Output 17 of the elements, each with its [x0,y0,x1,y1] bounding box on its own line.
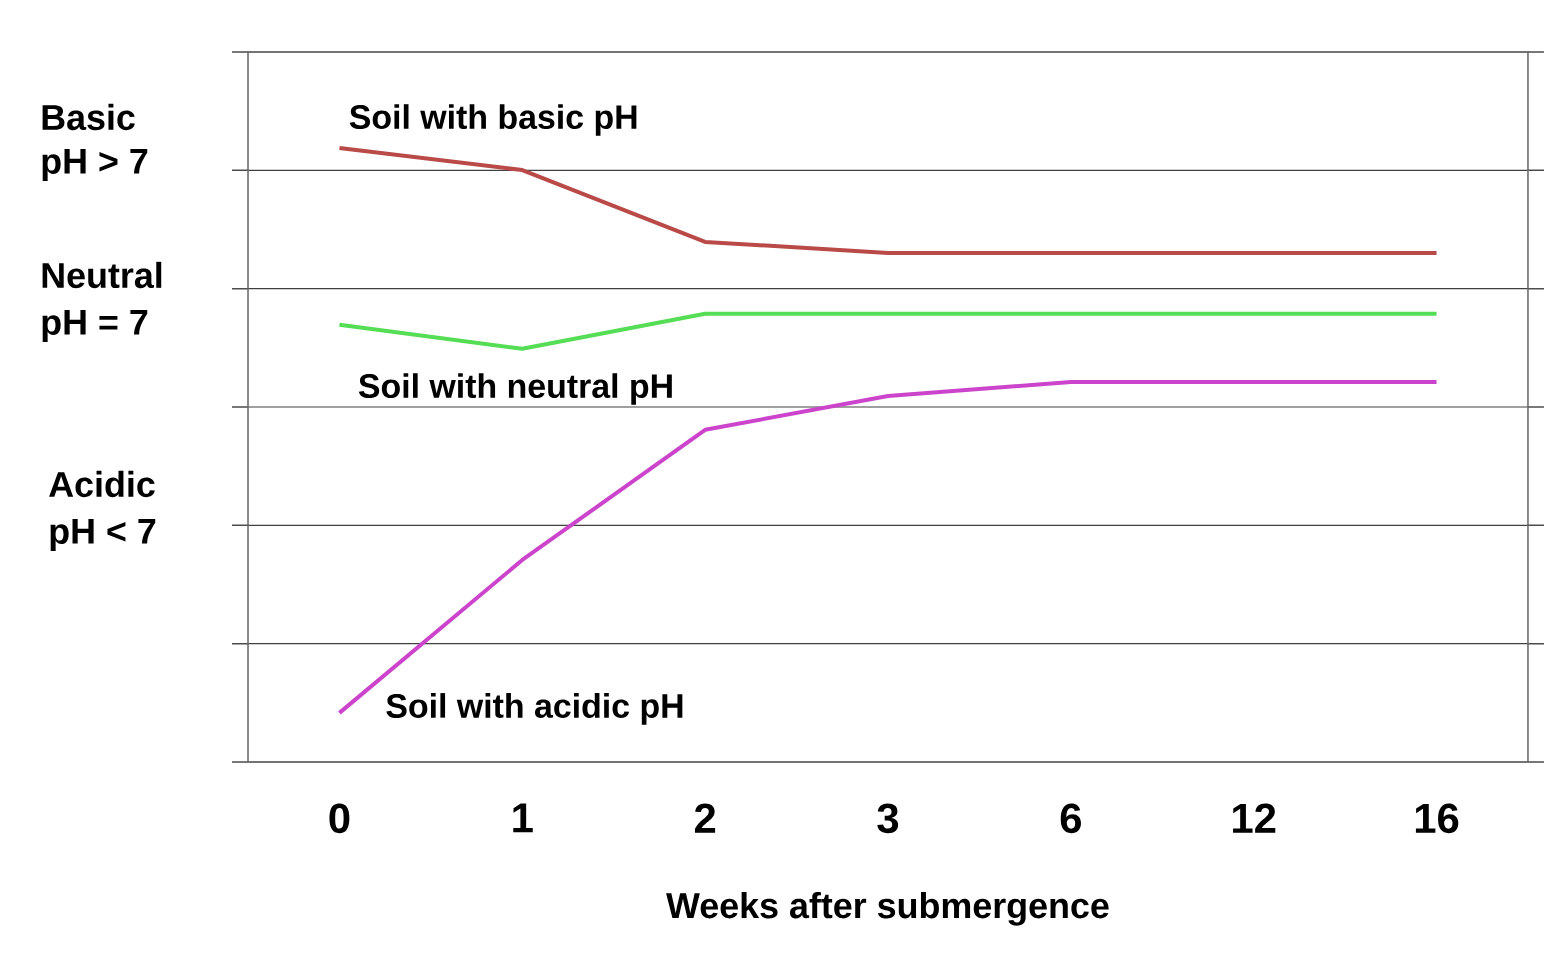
x-tick-label: 16 [1415,803,1459,834]
series-label: Soil with neutral pH [358,373,672,405]
text: Basic [42,103,135,131]
x-tick-label: 0 [329,803,350,834]
x-tick-label: 2 [694,803,716,833]
x-tick-label: 1 [513,803,533,833]
text: pH > 7 [42,148,148,182]
text: Acidic [49,470,155,498]
x-tick-label: 3 [877,803,899,834]
series-label: Soil with basic pH [349,104,637,136]
x-tick-label: 12 [1233,803,1276,833]
text: pH < 7 [50,518,156,552]
x-axis-title: Weeks after submergence [666,892,1109,926]
text: pH = 7 [42,309,148,343]
x-tick-label: 6 [1060,803,1081,834]
series-label: Soil with acidic pH [386,693,683,725]
text: Neutral [42,261,162,289]
